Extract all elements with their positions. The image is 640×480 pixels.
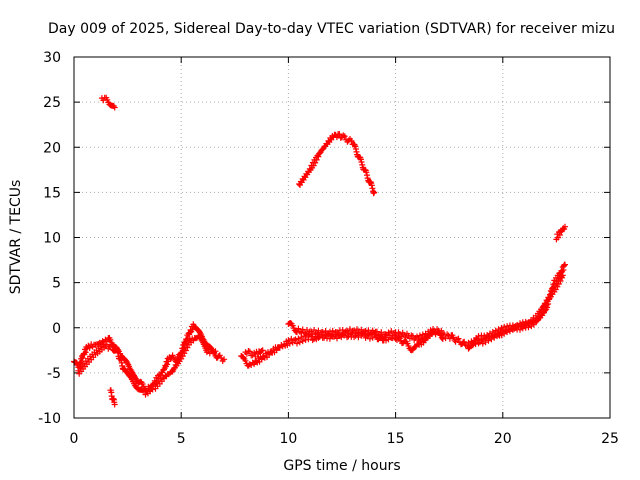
x-tick-label: 0 xyxy=(70,431,79,447)
x-tick-label: 10 xyxy=(279,431,297,447)
x-tick-label: 25 xyxy=(601,431,619,447)
x-tick-label: 15 xyxy=(387,431,405,447)
grid-lines xyxy=(74,57,610,418)
y-axis-label: SDTVAR / TECUs xyxy=(8,180,24,295)
marker-path-main-trace xyxy=(71,261,568,398)
chart-title: Day 009 of 2025, Sidereal Day-to-day VTE… xyxy=(48,21,615,37)
y-tick-label: 5 xyxy=(52,276,61,292)
y-tick-label: -5 xyxy=(47,366,61,382)
x-tick-label: 5 xyxy=(177,431,186,447)
y-tick-label: 20 xyxy=(43,140,61,156)
series-late-rise xyxy=(553,223,568,243)
y-tick-label: 0 xyxy=(52,321,61,337)
x-tick-label: 20 xyxy=(494,431,512,447)
marker-path-dip-morning xyxy=(107,387,118,408)
plot-frame xyxy=(73,56,611,419)
marker-path-secondary-trace xyxy=(75,272,566,394)
y-tick-label: -10 xyxy=(38,411,61,427)
y-tick-label: 30 xyxy=(43,50,61,66)
marker-path-arc-morning xyxy=(98,94,118,111)
y-tick-label: 25 xyxy=(43,95,61,111)
series-dip-morning xyxy=(107,387,118,408)
axis-ticks: 0 5 10 15 20 25 -10 -5 0 5 10 15 20 25 30 xyxy=(38,50,619,447)
data-points xyxy=(71,94,568,408)
y-tick-label: 15 xyxy=(43,185,61,201)
series-arc-morning xyxy=(98,94,118,111)
series-arc-midday xyxy=(296,131,378,197)
marker-path-arc-midday xyxy=(296,131,378,197)
series-secondary-trace xyxy=(75,272,566,394)
y-tick-label: 10 xyxy=(43,231,61,247)
x-axis-label: GPS time / hours xyxy=(283,458,400,474)
marker-path-late-rise xyxy=(553,223,568,243)
series-main-trace xyxy=(71,261,568,398)
